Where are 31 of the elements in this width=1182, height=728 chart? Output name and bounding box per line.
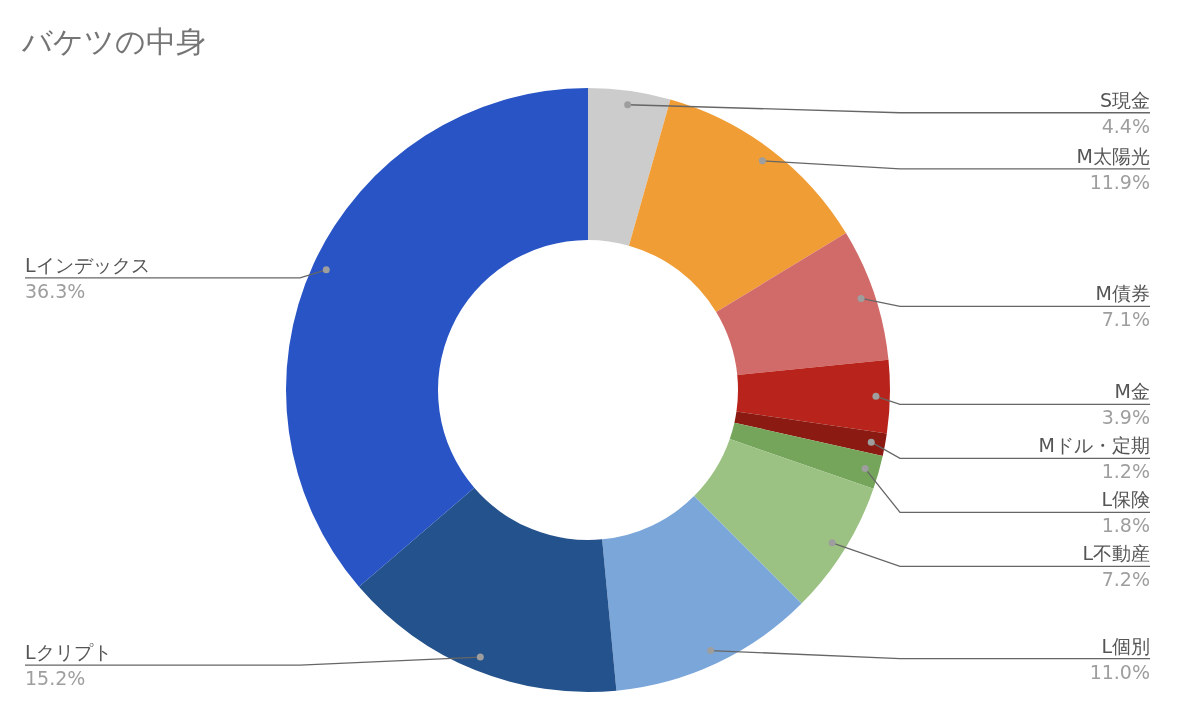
slice-label: L不動産 bbox=[1082, 542, 1150, 565]
donut-slice bbox=[736, 359, 890, 434]
data-label: 36.3% bbox=[25, 279, 86, 302]
data-label: 11.0% bbox=[1089, 660, 1150, 683]
data-label: 7.2% bbox=[1101, 568, 1150, 591]
slice-label: L保険 bbox=[1101, 488, 1150, 511]
slice-label: S現金 bbox=[1099, 88, 1150, 111]
slice-label: M太陽光 bbox=[1076, 144, 1150, 167]
donut-slice bbox=[716, 233, 889, 375]
data-label: 3.9% bbox=[1101, 406, 1150, 429]
donut-slice bbox=[588, 88, 671, 246]
data-label: 7.1% bbox=[1101, 308, 1150, 331]
slice-label: Lインデックス bbox=[25, 253, 150, 276]
data-label: 1.8% bbox=[1101, 514, 1150, 537]
donut-slice bbox=[734, 411, 887, 456]
donut-slice bbox=[602, 496, 802, 691]
slice-label: L個別 bbox=[1101, 634, 1150, 657]
slice-label: M債券 bbox=[1095, 282, 1150, 305]
data-label: 4.4% bbox=[1101, 114, 1150, 137]
donut-slice bbox=[358, 487, 617, 692]
data-label: 15.2% bbox=[25, 667, 86, 690]
donut-slice bbox=[729, 422, 883, 489]
slice-label: M金 bbox=[1114, 380, 1150, 403]
donut-slice bbox=[694, 439, 874, 604]
slice-label: Lクリプト bbox=[25, 641, 112, 664]
data-label: 11.9% bbox=[1089, 170, 1150, 193]
donut-slice bbox=[286, 88, 588, 587]
data-label: 1.2% bbox=[1101, 460, 1150, 483]
donut-slice bbox=[628, 99, 846, 313]
slice-label: Mドル・定期 bbox=[1038, 434, 1150, 457]
chart-title: バケツの中身 bbox=[21, 24, 206, 59]
